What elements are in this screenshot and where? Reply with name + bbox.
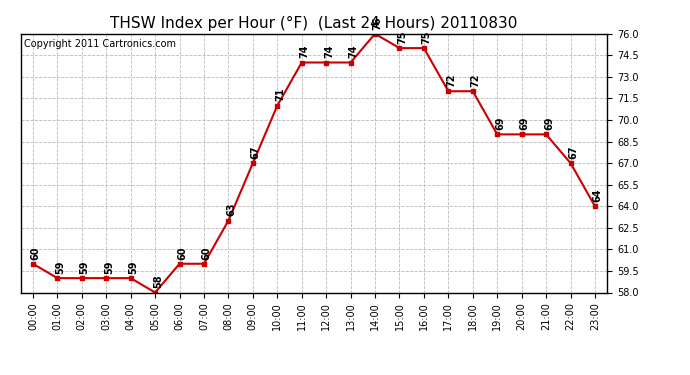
Text: 58: 58 [153,275,163,288]
Text: 71: 71 [275,88,285,102]
Text: 75: 75 [397,30,407,44]
Text: 69: 69 [495,117,505,130]
Text: 76: 76 [373,16,383,30]
Text: 74: 74 [348,45,358,58]
Text: 59: 59 [104,261,114,274]
Text: 60: 60 [30,246,41,259]
Title: THSW Index per Hour (°F)  (Last 24 Hours) 20110830: THSW Index per Hour (°F) (Last 24 Hours)… [110,16,518,31]
Text: Copyright 2011 Cartronics.com: Copyright 2011 Cartronics.com [23,39,176,49]
Text: 75: 75 [422,30,432,44]
Text: 69: 69 [544,117,554,130]
Text: 72: 72 [471,74,480,87]
Text: 74: 74 [299,45,310,58]
Text: 63: 63 [226,203,236,216]
Text: 67: 67 [250,146,261,159]
Text: 64: 64 [593,189,603,202]
Text: 67: 67 [569,146,578,159]
Text: 60: 60 [177,246,187,259]
Text: 74: 74 [324,45,334,58]
Text: 59: 59 [55,261,65,274]
Text: 60: 60 [201,246,212,259]
Text: 72: 72 [446,74,456,87]
Text: 69: 69 [520,117,529,130]
Text: 59: 59 [79,261,90,274]
Text: 59: 59 [128,261,139,274]
